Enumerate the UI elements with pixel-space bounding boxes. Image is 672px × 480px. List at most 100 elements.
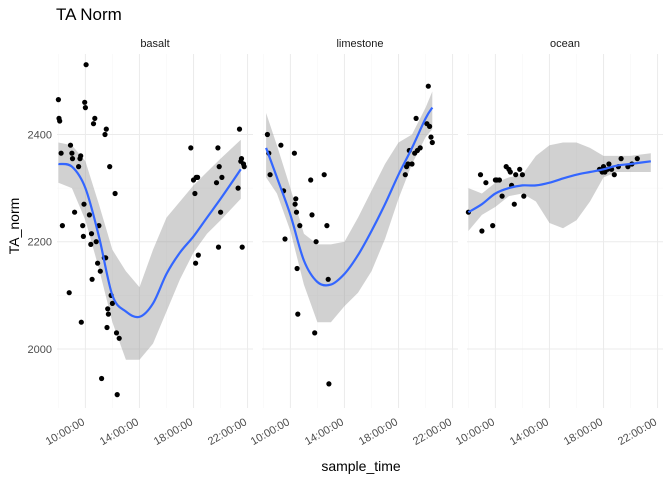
data-point — [297, 223, 303, 229]
data-point — [103, 126, 109, 132]
data-point — [511, 201, 517, 207]
data-point — [477, 172, 484, 178]
data-point — [89, 276, 95, 282]
data-point — [405, 161, 411, 167]
data-point — [490, 223, 496, 229]
data-point — [88, 231, 95, 237]
data-point — [513, 172, 519, 178]
data-point — [81, 201, 87, 207]
data-point — [507, 169, 513, 175]
facet-strip-label-limestone: limestone — [336, 38, 383, 50]
data-point — [92, 115, 98, 121]
data-point — [264, 131, 270, 138]
x-tick-label: 14:00:00 — [98, 416, 141, 448]
data-point — [58, 150, 64, 156]
data-point — [324, 223, 330, 229]
y-tick-label: 2000 — [28, 344, 52, 356]
smooth-fit-line-ocean — [467, 160, 651, 214]
x-tick-label: 14:00:00 — [303, 416, 346, 448]
x-tick-label: 18:00:00 — [357, 416, 400, 448]
data-point — [606, 161, 612, 167]
data-point — [496, 177, 502, 183]
data-point — [429, 139, 435, 146]
data-point — [413, 115, 419, 121]
data-point — [241, 164, 247, 170]
data-point — [105, 311, 111, 317]
x-tick-label: 22:00:00 — [411, 416, 454, 448]
data-point — [313, 239, 319, 245]
x-tick-label: 14:00:00 — [508, 416, 551, 448]
data-point — [308, 177, 314, 183]
data-point — [295, 311, 301, 317]
x-tick-label: 10:00:00 — [249, 416, 292, 448]
data-point — [409, 161, 415, 167]
chart-title: TA Norm — [56, 5, 122, 24]
data-point — [239, 244, 245, 250]
smooth-fit-line-basalt — [58, 162, 242, 319]
data-point — [499, 193, 505, 199]
x-axis-title: sample_time — [321, 458, 401, 474]
data-point — [479, 228, 485, 234]
data-point — [213, 180, 220, 186]
y-tick-label: 2400 — [28, 129, 52, 141]
data-point — [193, 260, 199, 266]
data-point — [417, 145, 423, 151]
data-point — [282, 236, 288, 242]
data-point — [72, 209, 78, 215]
data-point — [519, 172, 526, 178]
data-point — [216, 164, 222, 170]
data-point — [76, 164, 82, 170]
data-point — [326, 381, 332, 387]
data-point — [97, 268, 103, 274]
data-point — [293, 209, 300, 215]
facet-panels: basalt 10:00:00 14:00:00 18:00:00 22:00:00 li… — [28, 38, 663, 448]
data-point — [219, 174, 225, 180]
data-point — [235, 185, 241, 191]
data-point — [86, 212, 92, 218]
data-point — [292, 201, 298, 207]
data-point — [215, 145, 221, 151]
data-point — [93, 239, 99, 245]
data-point — [321, 172, 327, 178]
x-tick-label: 18:00:00 — [562, 416, 605, 448]
data-point — [55, 97, 62, 103]
data-point — [483, 180, 489, 186]
confidence-ribbon-limestone — [266, 91, 433, 323]
data-point — [80, 233, 86, 239]
data-point — [83, 62, 89, 68]
smooth-fit-line-limestone — [265, 106, 434, 287]
y-axis-title: TA_norm — [6, 198, 22, 255]
data-point — [105, 306, 111, 312]
data-point — [425, 83, 431, 89]
data-point — [57, 118, 63, 124]
data-point — [312, 330, 318, 336]
data-point — [294, 265, 300, 272]
data-point — [69, 156, 76, 162]
data-point — [116, 335, 122, 341]
data-point — [82, 99, 88, 105]
confidence-ribbon-ocean — [468, 142, 651, 231]
data-point — [238, 156, 245, 162]
data-point — [293, 196, 299, 202]
data-point — [59, 223, 65, 229]
x-tick-label: 22:00:00 — [616, 416, 659, 448]
data-point — [634, 156, 640, 162]
x-tick-label: 10:00:00 — [44, 416, 87, 448]
data-point — [611, 172, 617, 178]
data-point — [195, 252, 201, 258]
data-point — [112, 190, 118, 197]
data-point — [215, 244, 222, 250]
data-point — [99, 375, 105, 382]
data-point — [267, 172, 273, 178]
data-point — [402, 172, 408, 178]
x-tick-label: 18:00:00 — [152, 416, 195, 448]
data-point — [325, 276, 331, 282]
data-point — [618, 156, 624, 162]
data-point — [195, 174, 201, 180]
x-tick-label: 22:00:00 — [206, 416, 249, 448]
data-point — [192, 190, 198, 197]
data-point — [78, 319, 84, 325]
data-point — [66, 290, 72, 296]
data-point — [113, 330, 120, 336]
